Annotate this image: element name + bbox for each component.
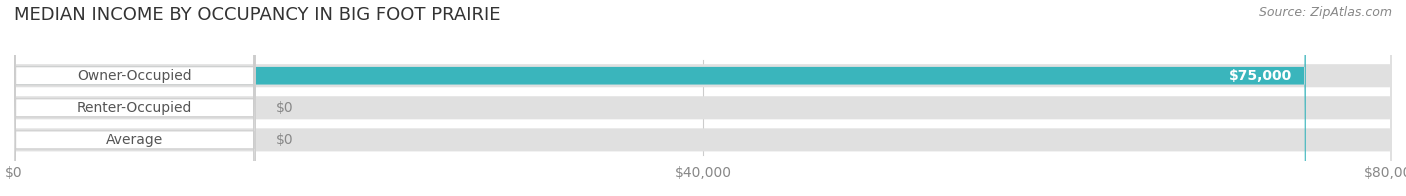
Text: Renter-Occupied: Renter-Occupied <box>77 101 193 115</box>
Text: Owner-Occupied: Owner-Occupied <box>77 69 193 83</box>
Text: $75,000: $75,000 <box>1229 69 1292 83</box>
FancyBboxPatch shape <box>14 0 1306 196</box>
FancyBboxPatch shape <box>14 0 1392 196</box>
Text: Source: ZipAtlas.com: Source: ZipAtlas.com <box>1258 6 1392 19</box>
Text: MEDIAN INCOME BY OCCUPANCY IN BIG FOOT PRAIRIE: MEDIAN INCOME BY OCCUPANCY IN BIG FOOT P… <box>14 6 501 24</box>
Text: $0: $0 <box>276 133 294 147</box>
FancyBboxPatch shape <box>14 0 1392 196</box>
FancyBboxPatch shape <box>14 0 1392 196</box>
FancyBboxPatch shape <box>14 0 256 196</box>
Text: Average: Average <box>105 133 163 147</box>
FancyBboxPatch shape <box>14 0 256 196</box>
FancyBboxPatch shape <box>14 0 256 196</box>
Text: $0: $0 <box>276 101 294 115</box>
